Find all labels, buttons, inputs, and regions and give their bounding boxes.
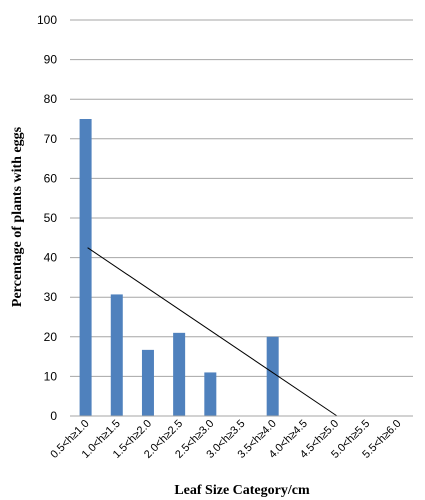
y-tick-label: 70 (44, 132, 58, 146)
gridlines (70, 19, 413, 377)
y-tick-label: 50 (44, 211, 58, 225)
trend-line (87, 247, 338, 417)
y-axis-title: Percentage of plants with eggs (10, 126, 25, 307)
y-tick-label: 60 (44, 171, 58, 185)
y-tick-label: 100 (37, 13, 57, 27)
y-tick-label: 40 (44, 251, 58, 265)
y-tick-label: 0 (50, 409, 57, 423)
bars (79, 119, 279, 416)
x-tick-labels: 0.5<h≥1.01.0<h≥1.51.5<h≥2.02.0<h≥2.52.5<… (48, 418, 403, 461)
y-tick-label: 80 (44, 92, 58, 106)
bar (141, 349, 154, 416)
bar (79, 119, 92, 416)
y-tick-label: 10 (44, 369, 58, 383)
x-axis-title: Leaf Size Category/cm (174, 483, 310, 498)
bar (204, 372, 217, 416)
y-tick-labels: 0 10 20 30 40 50 60 70 80 90 100 (37, 13, 57, 423)
bar (266, 336, 279, 416)
y-tick-label: 90 (44, 53, 58, 67)
bar (173, 332, 186, 416)
y-tick-label: 20 (44, 330, 58, 344)
y-tick-label: 30 (44, 290, 58, 304)
bar (110, 294, 123, 416)
